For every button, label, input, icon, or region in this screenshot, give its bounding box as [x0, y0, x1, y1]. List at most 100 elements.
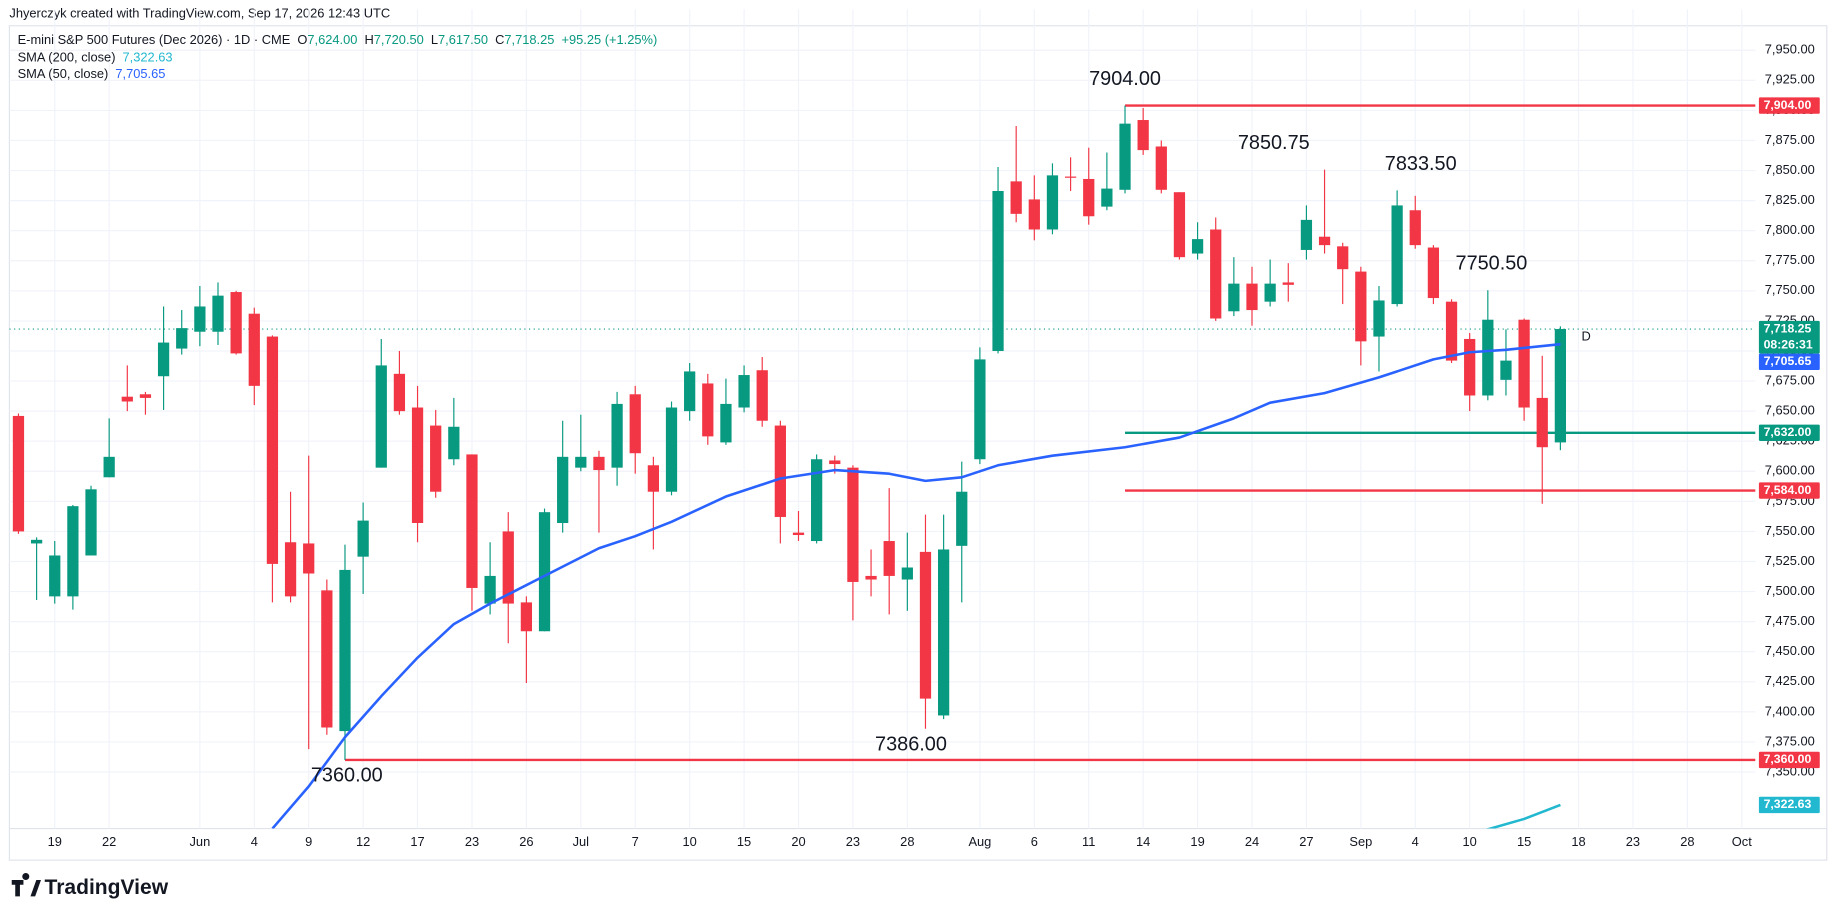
- candle-body: [448, 426, 460, 460]
- candle-body: [1210, 229, 1222, 319]
- candle-body: [538, 512, 551, 632]
- indicator-value: 7,322.63: [123, 50, 173, 65]
- candle-body: [1046, 175, 1059, 230]
- candle-body: [357, 520, 369, 557]
- x-tick-label: Sep: [1349, 834, 1372, 849]
- x-tick-label: 26: [519, 834, 533, 849]
- candle-body: [212, 295, 224, 332]
- logo-mark: [11, 872, 41, 897]
- badge-label: 7,360.00: [1764, 752, 1812, 766]
- price-annotation: 7750.50: [1456, 253, 1528, 275]
- candle-body: [1445, 301, 1458, 361]
- badge-label: 7,584.00: [1764, 483, 1812, 497]
- price-badge: 7,705.65: [1758, 353, 1820, 370]
- x-tick-label: 9: [305, 834, 312, 849]
- y-tick-label: 7,850.00: [1765, 162, 1815, 177]
- badge-box: [1758, 796, 1820, 814]
- badge-box: [1758, 751, 1820, 769]
- indicator-name: SMA (50, close): [18, 66, 109, 81]
- readout-key: H: [364, 32, 373, 47]
- candle-body: [629, 394, 641, 454]
- y-tick-label: 7,600.00: [1765, 463, 1815, 478]
- candle-body: [665, 407, 678, 492]
- panel-border: [8, 25, 1828, 861]
- candle-body: [230, 292, 242, 354]
- readout-value: 7,624.00: [307, 32, 357, 47]
- logo: TradingView: [11, 872, 169, 899]
- x-tick-label: 6: [1031, 834, 1038, 849]
- candle-body: [919, 551, 932, 699]
- y-tick-label: 7,775.00: [1765, 252, 1815, 267]
- candle-body: [1318, 236, 1331, 246]
- candle-body: [303, 543, 315, 574]
- candle-body: [1536, 397, 1548, 448]
- candle-body: [1518, 319, 1530, 408]
- candle-body: [829, 460, 841, 465]
- badge-box: [1758, 482, 1820, 499]
- y-tick-label: 7,925.00: [1765, 72, 1815, 87]
- y-tick-label: 7,750.00: [1765, 282, 1815, 297]
- readout-key: O: [297, 32, 307, 47]
- candle-body: [520, 602, 533, 632]
- candle-body: [883, 541, 895, 576]
- candle-body: [176, 328, 188, 349]
- candle-body: [1482, 319, 1494, 396]
- x-tick-label: 7: [632, 834, 639, 849]
- candle-body: [1500, 360, 1512, 380]
- y-tick-label: 7,450.00: [1765, 643, 1815, 658]
- y-tick-label: 7,500.00: [1765, 583, 1815, 598]
- candle-body: [67, 506, 79, 597]
- y-tick-label: 7,825.00: [1765, 192, 1815, 207]
- x-tick-label: 14: [1136, 834, 1150, 849]
- candle-body: [321, 590, 333, 728]
- candle-body: [1228, 283, 1240, 312]
- x-tick-label: 22: [102, 834, 116, 849]
- indicator-line: [271, 342, 1561, 829]
- indicator-name: SMA (200, close): [18, 50, 116, 65]
- candle-body: [901, 567, 913, 580]
- candle-body: [1028, 199, 1040, 230]
- x-tick-label: 10: [682, 834, 696, 849]
- badge-label: 7,632.00: [1764, 425, 1812, 439]
- candle-body: [1427, 247, 1440, 299]
- candle-body: [774, 425, 786, 517]
- x-tick-label: 4: [251, 834, 258, 849]
- readout-change: +95.25 (+1.25%): [561, 32, 657, 47]
- candle-body: [1554, 329, 1567, 443]
- y-tick-label: 7,675.00: [1765, 372, 1815, 387]
- badge-label: 08:26:31: [1764, 338, 1813, 352]
- price-badge: 7,632.00: [1758, 424, 1820, 441]
- candle-body: [956, 491, 968, 546]
- y-tick-label: 7,550.00: [1765, 523, 1815, 538]
- candle-body: [684, 371, 696, 412]
- candle-body: [85, 489, 97, 556]
- candle-body: [248, 313, 260, 386]
- badge-label: 7,322.63: [1764, 797, 1812, 811]
- x-tick-label: 15: [737, 834, 751, 849]
- x-tick-label: Jul: [573, 834, 589, 849]
- x-tick-label: 24: [1245, 834, 1259, 849]
- x-tick-label: 10: [1463, 834, 1477, 849]
- readout-key: L: [431, 32, 438, 47]
- candle-body: [720, 403, 732, 443]
- x-tick-label: 28: [900, 834, 914, 849]
- candle-body: [1064, 176, 1077, 178]
- price-annotation: 7904.00: [1089, 68, 1161, 90]
- candle-body: [647, 465, 659, 492]
- candle-body: [502, 531, 514, 604]
- readout-value: 7,718.25: [504, 32, 554, 47]
- title-readout: E-mini S&P 500 Futures (Dec 2026) · 1D ·…: [18, 32, 658, 47]
- price-badge: 7,718.25 08:26:31: [1758, 320, 1820, 354]
- price-badge: 7,904.00: [1758, 97, 1820, 114]
- candle-body: [1464, 338, 1476, 396]
- candle-body: [1337, 246, 1349, 270]
- readout-key: C: [495, 32, 504, 47]
- x-tick-label: 19: [1190, 834, 1204, 849]
- badge-label: 7,718.25: [1764, 321, 1812, 335]
- x-tick-label: 20: [791, 834, 805, 849]
- x-tick-label: 18: [1571, 834, 1585, 849]
- candle-body: [792, 532, 805, 536]
- candle-body: [1101, 188, 1113, 207]
- candle-body: [1355, 271, 1367, 342]
